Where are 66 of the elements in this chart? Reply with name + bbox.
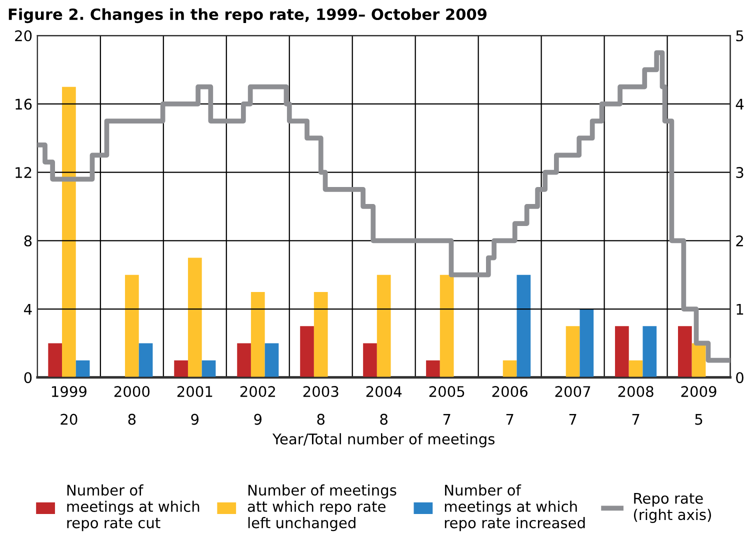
bar xyxy=(62,86,76,378)
x-tick-label: 2008 xyxy=(618,386,654,398)
y2-tick-label: 3 xyxy=(736,167,744,178)
bar xyxy=(628,360,643,378)
x-tick-label: 2002 xyxy=(240,386,275,398)
x-axis-title: Year/Total number of meetings xyxy=(272,433,495,448)
bar xyxy=(566,326,580,378)
bar xyxy=(376,274,391,378)
bar xyxy=(502,360,517,378)
y-tick-label: 12 xyxy=(16,167,32,178)
text: 8 xyxy=(380,414,388,425)
bar xyxy=(642,326,657,378)
text: 8 xyxy=(317,414,325,425)
x-tick-label: 2003 xyxy=(303,386,338,398)
bar xyxy=(516,274,531,378)
text: 7 xyxy=(569,414,576,425)
legend-label: Repo rate (right axis) xyxy=(634,492,711,523)
y-tick-label: 4 xyxy=(24,304,32,315)
bar xyxy=(440,274,454,378)
bar xyxy=(48,343,62,378)
bar xyxy=(615,326,629,378)
bar xyxy=(138,343,153,378)
bar xyxy=(580,309,594,378)
text: 20 xyxy=(60,414,78,425)
y2-tick-label: 5 xyxy=(736,30,744,42)
bar xyxy=(300,326,314,378)
x-tick-label: 2009 xyxy=(681,386,716,398)
bar xyxy=(188,258,202,378)
bar xyxy=(76,360,90,378)
bar xyxy=(363,343,377,378)
y2-tick-label: 1 xyxy=(736,304,744,315)
bar xyxy=(314,292,328,378)
y-tick-label: 20 xyxy=(15,30,32,42)
text: 7 xyxy=(632,414,640,425)
text: 9 xyxy=(254,414,262,425)
x-tick-label: 2005 xyxy=(429,386,464,398)
bar xyxy=(125,274,139,378)
bar xyxy=(426,360,440,378)
y-tick-label: 0 xyxy=(24,372,32,384)
text: 7 xyxy=(506,414,514,425)
bar xyxy=(692,343,706,378)
bar xyxy=(264,343,279,378)
x-tick-label: 2006 xyxy=(492,386,528,398)
bar xyxy=(250,292,265,378)
bar xyxy=(174,360,188,378)
y2-tick-label: 4 xyxy=(736,98,744,110)
x-tick-label: 2007 xyxy=(555,386,590,398)
text: 9 xyxy=(191,414,199,425)
x-tick-label: 2000 xyxy=(114,386,150,398)
y-tick-label: 16 xyxy=(16,98,32,110)
x-tick-label: 2001 xyxy=(177,386,212,398)
chart-title: Figure 2. Changes in the repo rate, 1999– October 2009 xyxy=(8,8,487,24)
y-tick-label: 8 xyxy=(24,235,32,246)
bar xyxy=(237,343,251,378)
legend-label: Number of meetings at which repo rate cut xyxy=(67,484,200,532)
text: 7 xyxy=(443,414,450,425)
text: 5 xyxy=(695,414,702,425)
bar xyxy=(202,360,216,378)
y2-tick-label: 0 xyxy=(736,372,744,384)
y2-tick-label: 2 xyxy=(736,235,743,246)
text: 8 xyxy=(128,414,136,425)
legend-label: Number of meetings att which repo rate left unchanged xyxy=(248,484,396,532)
bar xyxy=(678,326,692,378)
x-tick-label: 1999 xyxy=(52,386,86,398)
legend-label: Number of meetings at which repo rate increased xyxy=(444,484,585,532)
x-tick-label: 2004 xyxy=(366,386,402,398)
